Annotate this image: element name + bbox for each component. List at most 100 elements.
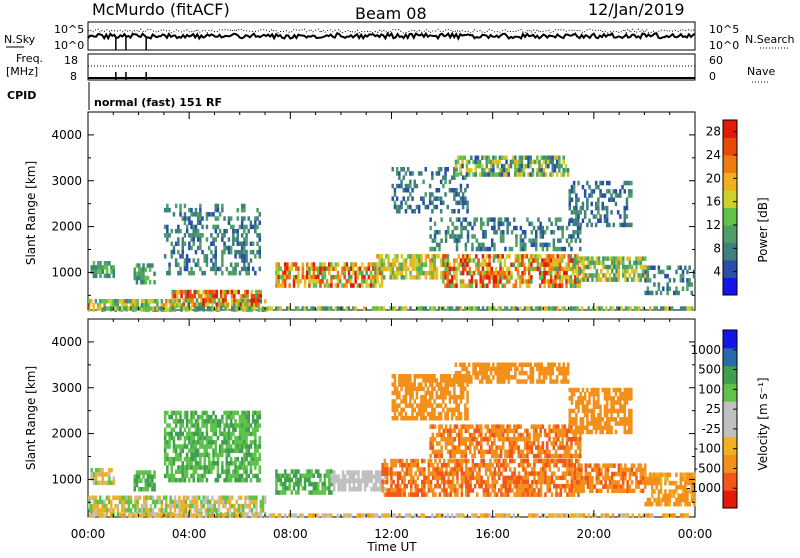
velocity-cell xyxy=(478,463,481,468)
power-cell xyxy=(513,284,516,289)
velocity-cell xyxy=(191,496,194,501)
power-cell xyxy=(499,267,502,272)
power-cell xyxy=(348,275,351,280)
velocity-cell xyxy=(626,489,629,494)
power-cell xyxy=(374,279,377,284)
velocity-cell xyxy=(491,441,494,446)
velocity-cell xyxy=(618,489,621,494)
power-cell xyxy=(466,263,469,268)
power-cell xyxy=(275,283,278,288)
velocity-cell xyxy=(461,459,464,464)
power-cell xyxy=(539,254,542,259)
velocity-cell xyxy=(682,494,685,499)
velocity-cell xyxy=(400,374,403,379)
power-cell xyxy=(477,263,480,268)
velocity-cell xyxy=(680,513,683,518)
velocity-cell xyxy=(403,476,406,481)
velocity-cell xyxy=(607,513,610,518)
velocity-cell xyxy=(647,481,650,486)
velocity-cell xyxy=(147,508,150,512)
power-cell xyxy=(444,254,447,259)
power-cell xyxy=(183,298,186,303)
velocity-cell xyxy=(125,508,128,512)
velocity-cell xyxy=(106,496,109,501)
power-cell xyxy=(455,275,458,280)
velocity-cell xyxy=(475,367,478,372)
power-cell xyxy=(204,258,207,263)
power-cell xyxy=(216,290,219,295)
velocity-cell xyxy=(644,477,647,482)
velocity-cell xyxy=(526,445,529,450)
velocity-cell xyxy=(403,416,406,421)
velocity-cell xyxy=(443,433,446,438)
power-cell xyxy=(256,233,259,238)
power-cell xyxy=(346,267,349,272)
power-cell xyxy=(530,254,533,259)
velocity-cell xyxy=(549,459,552,464)
velocity-cell xyxy=(493,437,496,442)
power-cell xyxy=(119,306,122,311)
power-cell xyxy=(580,210,583,215)
velocity-cell xyxy=(550,441,553,446)
power-cell xyxy=(477,164,480,169)
velocity-cell xyxy=(524,467,527,472)
velocity-cell xyxy=(390,467,393,472)
nsky-trace xyxy=(88,29,695,50)
power-cell xyxy=(523,164,526,169)
velocity-cell xyxy=(684,498,687,503)
velocity-cell xyxy=(596,489,599,494)
velocity-cell xyxy=(591,489,594,494)
velocity-cell xyxy=(451,412,454,417)
velocity-cell xyxy=(180,508,183,512)
power-cell xyxy=(513,217,516,222)
velocity-cell xyxy=(527,363,530,368)
power-cell xyxy=(536,160,539,165)
power-cell xyxy=(254,216,257,221)
power-cell xyxy=(231,294,234,299)
power-cell xyxy=(256,208,259,213)
velocity-cell xyxy=(557,476,560,481)
velocity-cell xyxy=(416,403,419,408)
power-cell xyxy=(651,266,654,271)
velocity-cell xyxy=(110,468,113,473)
velocity-cell xyxy=(468,379,471,384)
velocity-cell xyxy=(537,433,540,438)
power-cell xyxy=(312,306,315,311)
power-cell xyxy=(401,275,404,280)
power-cell xyxy=(211,306,214,311)
velocity-cell xyxy=(421,484,424,489)
velocity-cell xyxy=(260,513,263,518)
velocity-cell xyxy=(579,437,582,442)
velocity-cell xyxy=(428,459,431,464)
velocity-cell xyxy=(578,489,581,494)
power-cell xyxy=(416,205,419,210)
power-cell xyxy=(528,238,531,243)
power-cell xyxy=(173,250,176,255)
power-cell xyxy=(210,233,213,238)
velocity-cell xyxy=(136,474,139,479)
power-cell xyxy=(357,275,360,280)
power-cell xyxy=(240,298,243,303)
power-cell xyxy=(521,258,524,263)
velocity-cell xyxy=(458,416,461,421)
velocity-cell xyxy=(443,459,446,464)
power-cell xyxy=(458,267,461,272)
velocity-cell xyxy=(686,502,689,507)
power-cell xyxy=(565,164,568,169)
velocity-cell xyxy=(546,441,549,446)
velocity-cell xyxy=(95,476,98,481)
power-cell xyxy=(220,298,223,303)
power-cell xyxy=(376,306,379,311)
power-cell xyxy=(128,299,131,304)
velocity-cell xyxy=(660,481,663,486)
velocity-cell xyxy=(509,476,512,481)
power-cell xyxy=(466,258,469,263)
power-cell xyxy=(517,263,520,268)
power-cell xyxy=(407,254,410,259)
velocity-cell xyxy=(658,498,661,503)
power-cell xyxy=(188,271,191,276)
power-cell xyxy=(563,275,566,280)
power-cell xyxy=(585,273,588,278)
power-cell xyxy=(219,267,222,272)
velocity-cell xyxy=(180,504,183,509)
